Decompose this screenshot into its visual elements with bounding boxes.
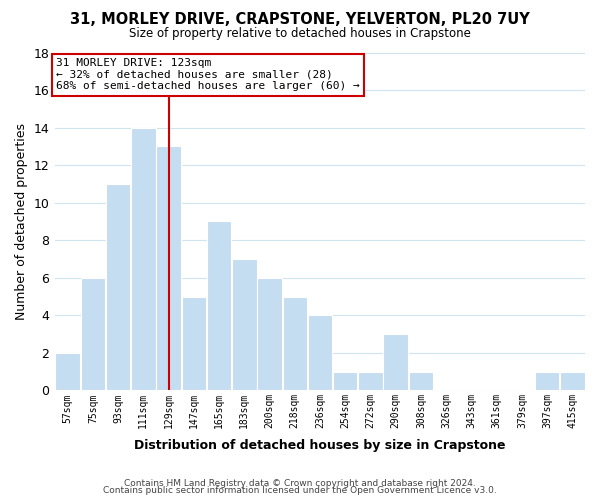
- Bar: [383, 334, 408, 390]
- Text: 31, MORLEY DRIVE, CRAPSTONE, YELVERTON, PL20 7UY: 31, MORLEY DRIVE, CRAPSTONE, YELVERTON, …: [70, 12, 530, 28]
- Bar: [182, 296, 206, 390]
- Text: Size of property relative to detached houses in Crapstone: Size of property relative to detached ho…: [129, 28, 471, 40]
- Bar: [409, 372, 433, 390]
- Bar: [207, 222, 231, 390]
- Bar: [131, 128, 155, 390]
- Bar: [80, 278, 105, 390]
- Text: Contains HM Land Registry data © Crown copyright and database right 2024.: Contains HM Land Registry data © Crown c…: [124, 478, 476, 488]
- Y-axis label: Number of detached properties: Number of detached properties: [15, 123, 28, 320]
- Bar: [257, 278, 282, 390]
- Bar: [283, 296, 307, 390]
- Bar: [55, 353, 80, 391]
- X-axis label: Distribution of detached houses by size in Crapstone: Distribution of detached houses by size …: [134, 440, 506, 452]
- Bar: [358, 372, 383, 390]
- Text: Contains public sector information licensed under the Open Government Licence v3: Contains public sector information licen…: [103, 486, 497, 495]
- Bar: [333, 372, 358, 390]
- Bar: [106, 184, 130, 390]
- Text: 31 MORLEY DRIVE: 123sqm
← 32% of detached houses are smaller (28)
68% of semi-de: 31 MORLEY DRIVE: 123sqm ← 32% of detache…: [56, 58, 360, 92]
- Bar: [560, 372, 584, 390]
- Bar: [535, 372, 559, 390]
- Bar: [157, 146, 181, 390]
- Bar: [232, 259, 257, 390]
- Bar: [308, 316, 332, 390]
